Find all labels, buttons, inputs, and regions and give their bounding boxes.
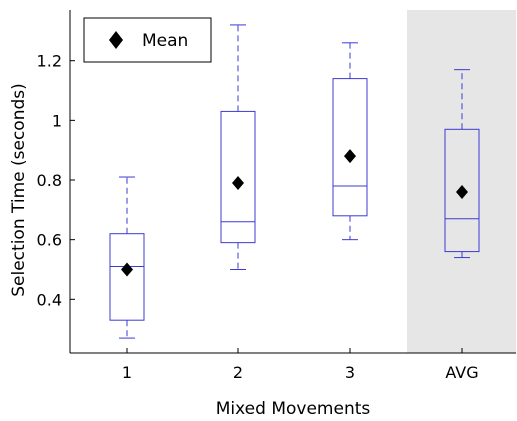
- mean-marker-diamond: [344, 149, 356, 164]
- legend-label: Mean: [142, 31, 188, 51]
- y-axis-ticks: 0.4 0.6 0.8 1 1.2: [37, 52, 75, 309]
- y-tick-label: 0.8: [37, 171, 62, 190]
- legend: Mean: [83, 17, 212, 63]
- x-tick-label: AVG: [445, 363, 478, 382]
- y-tick-label: 1: [52, 111, 62, 130]
- y-tick-label: 0.4: [37, 290, 62, 309]
- x-axis-label: Mixed Movements: [216, 399, 371, 419]
- mean-marker-diamond: [121, 262, 133, 277]
- box-iqr: [332, 78, 368, 217]
- y-tick-label: 1.2: [37, 52, 62, 71]
- mean-marker-diamond: [456, 184, 468, 199]
- y-tick-label: 0.6: [37, 231, 62, 250]
- legend-diamond-icon: [109, 31, 123, 49]
- x-axis-ticks: 1 2 3 AVG: [122, 348, 479, 382]
- x-tick-label: 3: [345, 363, 355, 382]
- x-tick-label: 1: [122, 363, 132, 382]
- legend-box: [83, 17, 212, 63]
- box-iqr: [109, 233, 145, 321]
- mean-marker-diamond: [232, 175, 244, 190]
- y-axis-label: Selection Time (seconds): [9, 83, 29, 297]
- axes: [69, 10, 516, 354]
- x-tick-label: 2: [233, 363, 243, 382]
- box-group: [109, 24, 480, 339]
- box-iqr: [220, 110, 256, 244]
- mean-marker-group: [121, 149, 468, 277]
- box-iqr: [444, 128, 480, 253]
- avg-highlight-background: [407, 10, 516, 353]
